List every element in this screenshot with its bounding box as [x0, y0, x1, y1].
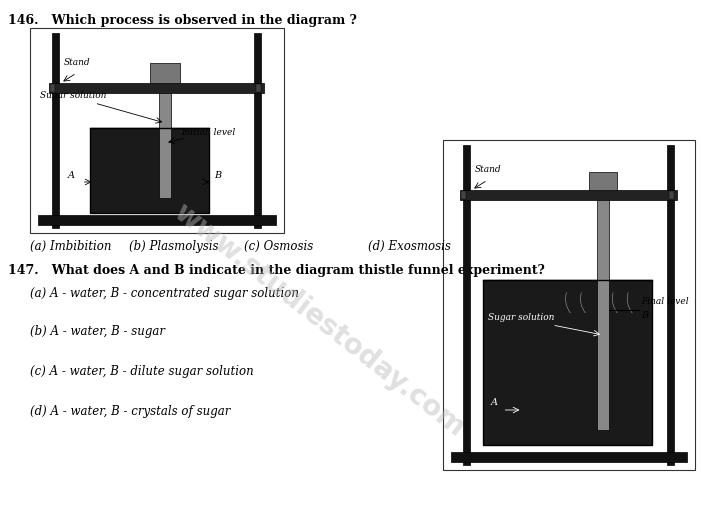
Text: (c) Osmosis: (c) Osmosis: [244, 240, 313, 253]
Bar: [460, 190, 676, 200]
Text: Sugar solution: Sugar solution: [40, 91, 106, 100]
Bar: [597, 200, 609, 430]
Bar: [463, 145, 470, 465]
Text: A: A: [491, 398, 498, 407]
Bar: [30, 28, 284, 233]
Text: Stand: Stand: [475, 165, 501, 174]
Bar: [451, 452, 686, 462]
Text: (d) A - water, B - crystals of sugar: (d) A - water, B - crystals of sugar: [30, 405, 230, 418]
Text: 146.   Which process is observed in the diagram ?: 146. Which process is observed in the di…: [8, 14, 357, 27]
Bar: [50, 84, 55, 92]
Bar: [38, 215, 275, 225]
Bar: [52, 33, 59, 228]
Text: www.studiestoday.com: www.studiestoday.com: [168, 198, 469, 442]
Text: B: B: [641, 311, 648, 320]
Text: A: A: [68, 171, 75, 180]
Text: Initial  level: Initial level: [181, 128, 236, 137]
Text: (b) A - water, B - sugar: (b) A - water, B - sugar: [30, 325, 165, 338]
Text: Sugar solution: Sugar solution: [488, 313, 554, 322]
Bar: [49, 83, 264, 93]
Text: B: B: [214, 171, 221, 180]
Text: (d) Exosmosis: (d) Exosmosis: [368, 240, 451, 253]
Bar: [589, 172, 617, 190]
Bar: [254, 33, 261, 228]
Bar: [669, 191, 674, 199]
Text: (c) A - water, B - dilute sugar solution: (c) A - water, B - dilute sugar solution: [30, 365, 254, 378]
Bar: [443, 140, 695, 470]
Text: (b) Plasmolysis: (b) Plasmolysis: [130, 240, 219, 253]
Bar: [150, 63, 180, 83]
Bar: [256, 84, 261, 92]
Text: Final level: Final level: [641, 297, 688, 306]
Bar: [159, 93, 171, 198]
Text: Stand: Stand: [64, 58, 90, 67]
Text: 147.   What does A and B indicate in the diagram thistle funnel experiment?: 147. What does A and B indicate in the d…: [8, 264, 545, 277]
Text: (a) A - water, B - concentrated sugar solution: (a) A - water, B - concentrated sugar so…: [30, 287, 299, 300]
Bar: [90, 128, 209, 213]
Text: (a) Imbibition: (a) Imbibition: [30, 240, 111, 253]
Bar: [461, 191, 465, 199]
Bar: [667, 145, 674, 465]
Bar: [482, 280, 652, 445]
